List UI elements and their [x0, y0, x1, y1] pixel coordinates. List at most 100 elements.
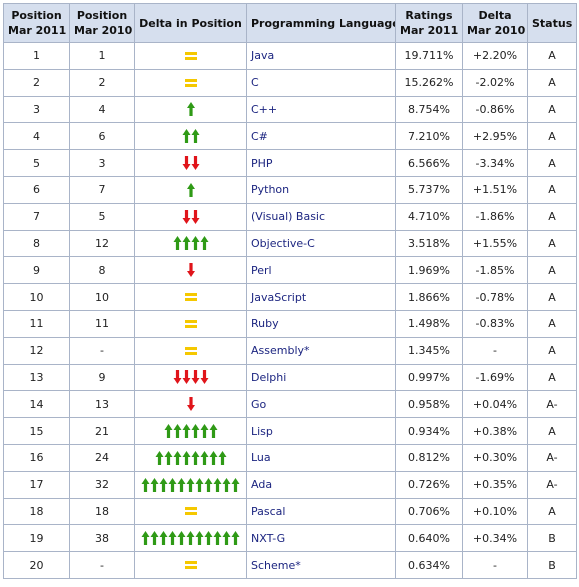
- table-cell: -2.02%: [462, 68, 528, 97]
- equal-bar: [184, 319, 197, 323]
- arrow: [209, 424, 217, 439]
- cell-text: 0.726%: [408, 478, 450, 492]
- table-row: 2 2 C 15.262% -2.02% A: [3, 68, 577, 97]
- cell-text: A: [548, 317, 556, 331]
- arrow: [231, 477, 240, 492]
- cell-text: +1.55%: [472, 236, 518, 250]
- table-row: 3 4 C++ 8.754% -0.86% A: [3, 95, 577, 124]
- cell-text: 2: [98, 76, 106, 90]
- table-cell: [134, 95, 247, 124]
- equal-bar: [184, 293, 197, 297]
- table-cell: 12: [69, 229, 135, 258]
- table-cell: +0.35%: [462, 470, 528, 499]
- table-cell: +2.95%: [462, 122, 528, 151]
- table-cell: A: [527, 202, 577, 231]
- delta-icon: [186, 182, 195, 197]
- arrow: [200, 424, 208, 439]
- delta-icon: [186, 397, 195, 412]
- cell-text: -: [493, 558, 497, 572]
- arrow: [213, 531, 222, 546]
- table-cell: 11: [69, 309, 135, 338]
- arrow: [213, 477, 222, 492]
- header-cell: Ratings Mar 2011: [395, 3, 463, 43]
- arrow: [200, 450, 208, 465]
- table-cell: Delphi: [246, 363, 396, 392]
- table-cell: -1.69%: [462, 363, 528, 392]
- table-cell: 21: [69, 417, 135, 445]
- cell-text: A: [548, 76, 556, 90]
- table-cell: 4: [69, 95, 135, 124]
- delta-icon: [141, 477, 240, 492]
- arrow: [191, 370, 199, 385]
- table-cell: A-: [527, 443, 577, 472]
- delta-icon: [182, 209, 199, 224]
- delta-icon: [184, 346, 197, 355]
- arrow: [177, 531, 186, 546]
- equal-bar: [184, 507, 197, 511]
- table-cell: Pascal: [246, 497, 396, 526]
- delta-icon: [173, 236, 208, 251]
- delta-icon: [182, 156, 199, 171]
- table-cell: C++: [246, 95, 396, 124]
- arrow: [186, 182, 195, 197]
- table-cell: A: [527, 256, 577, 285]
- table-cell: 38: [69, 524, 135, 553]
- table-cell: [134, 175, 247, 204]
- cell-text: 2: [33, 76, 40, 90]
- cell-text: 19.711%: [404, 49, 454, 63]
- table-cell: Ruby: [246, 309, 396, 338]
- arrow: [204, 477, 213, 492]
- table-cell: 7.210%: [395, 122, 463, 151]
- arrow: [159, 531, 168, 546]
- cell-text: 13: [95, 397, 109, 411]
- table-cell: [134, 309, 247, 338]
- table-row: 20 - Scheme* 0.634% - B: [3, 551, 577, 579]
- table-cell: -: [69, 336, 135, 365]
- table-cell: [134, 283, 247, 311]
- table-cell: -: [462, 551, 528, 579]
- arrow: [186, 397, 195, 412]
- table-cell: 11: [3, 309, 70, 338]
- table-row: 16 24 Lua 0.812% +0.30% A-: [3, 443, 577, 472]
- cell-text: 14: [29, 397, 44, 411]
- arrow: [186, 531, 195, 546]
- table-cell: 2: [3, 68, 70, 97]
- table-cell: 14: [3, 390, 70, 419]
- table-cell: Python: [246, 175, 396, 204]
- equal-bar: [184, 351, 197, 355]
- arrow: [173, 236, 181, 251]
- table-cell: 2: [69, 68, 135, 97]
- table-row: 7 5 (Visual) Basic 4.710% -1.86% A: [3, 202, 577, 231]
- table-row: 9 8 Perl 1.969% -1.85% A: [3, 256, 577, 285]
- cell-text: 6: [33, 183, 40, 197]
- arrow: [195, 477, 204, 492]
- header-text: Mar 2011: [400, 24, 459, 37]
- table-cell: (Visual) Basic: [246, 202, 396, 231]
- table-cell: [134, 443, 247, 472]
- table-cell: -0.83%: [462, 309, 528, 338]
- table-cell: -0.86%: [462, 95, 528, 124]
- table-row: 15 21 Lisp 0.934% +0.38% A: [3, 417, 577, 445]
- table-cell: 8.754%: [395, 95, 463, 124]
- table-cell: A: [527, 336, 577, 365]
- table-cell: 0.706%: [395, 497, 463, 526]
- cell-text: 0.812%: [408, 451, 450, 465]
- cell-text: -: [100, 558, 104, 572]
- header-text: Programming Language: [251, 16, 396, 30]
- cell-text: +0.10%: [472, 504, 518, 518]
- table-cell: [134, 363, 247, 392]
- table-cell: 0.958%: [395, 390, 463, 419]
- table-cell: +0.38%: [462, 417, 528, 445]
- language: C++: [251, 102, 278, 116]
- equal-bar: [184, 561, 197, 565]
- cell-text: 38: [95, 531, 109, 545]
- cell-text: A: [548, 129, 556, 143]
- cell-text: 1.498%: [408, 317, 450, 331]
- header-text: Position: [76, 9, 128, 22]
- language: C#: [251, 129, 268, 143]
- arrow: [182, 156, 190, 171]
- arrow: [150, 531, 159, 546]
- arrow: [164, 450, 172, 465]
- table-cell: 16: [3, 443, 70, 472]
- table-cell: 19.711%: [395, 42, 463, 70]
